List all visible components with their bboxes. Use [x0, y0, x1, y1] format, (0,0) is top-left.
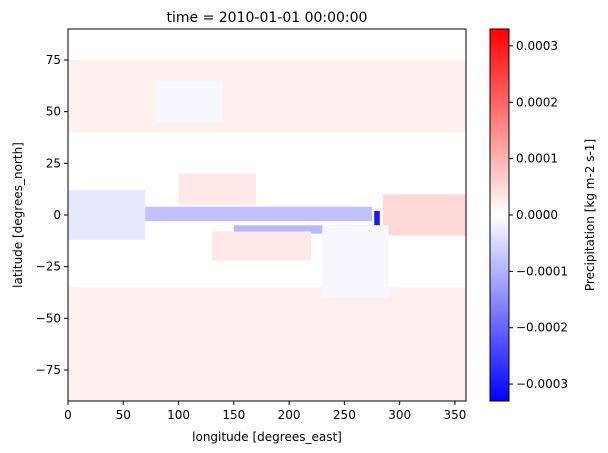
colorbar-tick-label: 0.0003 — [516, 39, 558, 53]
colorbar-tick-label: 0.0000 — [516, 208, 558, 222]
colorbar-tick-label: −0.0001 — [516, 264, 568, 278]
heatmap-cell — [178, 173, 256, 205]
colorbar-tick-label: 0.0001 — [516, 152, 558, 166]
x-tick-label: 50 — [116, 408, 131, 422]
y-tick-label: −75 — [36, 363, 61, 377]
x-axis-label: longitude [degrees_east] — [192, 430, 342, 444]
colorbar-tick-label: −0.0003 — [516, 377, 568, 391]
chart-title: time = 2010-01-01 00:00:00 — [167, 10, 368, 26]
colorbar-axis: −0.0003 −0.0002 −0.0001 0.0000 0.0001 0.0002 0… — [509, 39, 568, 391]
heatmap-cell — [68, 60, 466, 133]
y-tick-label: 25 — [46, 156, 61, 170]
heatmap-cell — [383, 194, 466, 236]
heatmap-cell — [322, 225, 389, 298]
x-tick-label: 0 — [64, 408, 72, 422]
heatmap-cells — [68, 60, 466, 401]
colorbar-gradient — [490, 29, 509, 401]
y-tick-label: 50 — [46, 105, 61, 119]
heatmap-cell — [233, 225, 373, 234]
colorbar-tick-label: 0.0002 — [516, 95, 558, 109]
colorbar-label: Precipitation [kg m-2 s-1] — [583, 139, 597, 291]
x-tick-label: 100 — [167, 408, 190, 422]
x-tick-label: 350 — [443, 408, 466, 422]
x-tick-label: 300 — [388, 408, 411, 422]
colorbar-tick-label: −0.0002 — [516, 321, 568, 335]
y-tick-label: −25 — [36, 260, 61, 274]
y-tick-label: 0 — [53, 208, 61, 222]
x-tick-label: 250 — [333, 408, 356, 422]
x-tick-label: 150 — [222, 408, 245, 422]
heatmap-cell — [374, 210, 380, 226]
heatmap-cell — [68, 190, 146, 240]
y-axis-label: latitude [degrees_north] — [11, 142, 25, 288]
y-tick-label: 75 — [46, 53, 61, 67]
x-tick-label: 200 — [278, 408, 301, 422]
x-axis: 0 50 100 150 200 250 300 350 — [64, 401, 466, 422]
heatmap-cell — [68, 287, 466, 401]
y-axis: −75 −50 −25 0 25 50 75 — [36, 53, 68, 377]
plot-area — [67, 28, 467, 402]
heatmap-cell — [156, 80, 223, 122]
heatmap-cell — [90, 206, 373, 222]
colorbar: −0.0003 −0.0002 −0.0001 0.0000 0.0001 0.0002 0… — [489, 28, 597, 402]
heatmap-cell — [211, 231, 312, 261]
y-tick-label: −50 — [36, 311, 61, 325]
